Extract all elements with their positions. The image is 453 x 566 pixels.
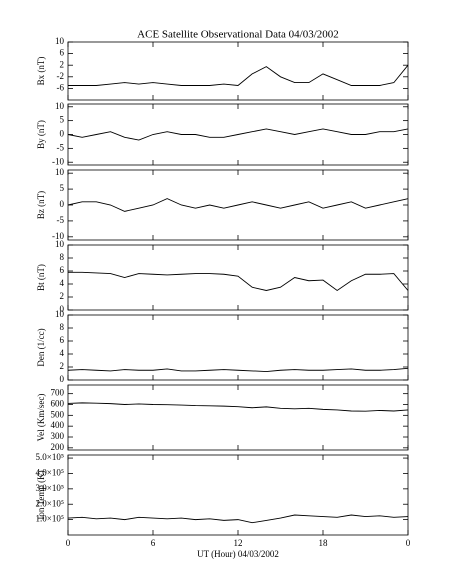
y-tick-label: 1.0×10⁵ xyxy=(36,514,64,524)
y-tick-label: 2 xyxy=(60,361,65,371)
data-line xyxy=(67,514,409,524)
data-line xyxy=(67,367,409,373)
x-tick-label: 6 xyxy=(151,538,156,548)
y-tick-label: 10 xyxy=(55,309,65,319)
y-tick-label: 200 xyxy=(51,442,65,452)
x-tick-label: 0 xyxy=(406,538,411,548)
y-tick-label: 0 xyxy=(60,374,65,384)
x-axis-label: UT (Hour) 04/03/2002 xyxy=(197,549,279,559)
y-tick-label: 10 xyxy=(55,101,65,111)
y-tick-label: 5 xyxy=(60,115,65,125)
panel-frame xyxy=(67,384,409,451)
y-tick-label: -10 xyxy=(52,231,64,241)
data-line xyxy=(67,128,409,141)
data-line xyxy=(68,64,409,86)
y-tick-label: -6 xyxy=(57,82,65,92)
y-tick-label: 8 xyxy=(60,252,65,262)
y-tick-label: 2 xyxy=(60,291,65,301)
y-tick-label: 10 xyxy=(55,36,65,46)
y-tick-label: -10 xyxy=(52,156,64,166)
y-tick-label: 2.0×10⁵ xyxy=(36,498,64,508)
y-tick-label: 600 xyxy=(51,399,65,409)
y-tick-label: 6 xyxy=(60,48,65,58)
y-tick-label: 10 xyxy=(55,167,65,177)
y-tick-label: 500 xyxy=(51,409,65,419)
panel-frame xyxy=(67,41,409,101)
x-tick-label: 0 xyxy=(66,538,71,548)
y-tick-label: 0 xyxy=(60,129,65,139)
y-axis-label: Bx (nT) xyxy=(36,57,46,86)
y-tick-label: 400 xyxy=(51,420,65,430)
y-axis-label: Bz (nT) xyxy=(36,191,46,219)
y-tick-label: 4 xyxy=(60,348,65,358)
y-axis-label: Den (1/cc) xyxy=(36,328,46,366)
y-axis-label: Vel (Km/sec) xyxy=(36,394,46,442)
y-tick-label: 3.0×10⁵ xyxy=(36,483,64,493)
y-tick-label: -2 xyxy=(57,71,65,81)
y-tick-label: 6 xyxy=(60,265,65,275)
y-tick-label: 4 xyxy=(60,278,65,288)
x-tick-label: 12 xyxy=(234,538,243,548)
y-tick-label: 0 xyxy=(60,199,65,209)
y-tick-label: 5.0×10⁵ xyxy=(36,452,64,462)
panel-frame xyxy=(67,454,409,536)
y-tick-label: 5 xyxy=(60,183,65,193)
y-axis-label: By (nT) xyxy=(36,120,46,149)
y-tick-label: 700 xyxy=(51,388,65,398)
data-line xyxy=(68,271,409,292)
y-tick-label: -5 xyxy=(57,142,65,152)
y-tick-label: 8 xyxy=(60,322,65,332)
data-line xyxy=(67,198,409,212)
panel-frame xyxy=(67,244,409,311)
y-tick-label: 6 xyxy=(60,335,65,345)
y-tick-label: 2 xyxy=(60,59,65,69)
y-axis-label: Ion Temp (K) xyxy=(36,470,46,519)
y-tick-label: 0 xyxy=(60,304,65,314)
y-axis-label: Bt (nT) xyxy=(36,264,46,291)
y-tick-label: -5 xyxy=(57,215,65,225)
data-line xyxy=(67,402,409,412)
y-tick-label: 10 xyxy=(55,239,65,249)
x-tick-label: 18 xyxy=(319,538,329,548)
y-tick-label: 4.0×10⁵ xyxy=(36,468,64,478)
y-tick-label: 300 xyxy=(51,431,65,441)
chart-title: ACE Satellite Observational Data 04/03/2… xyxy=(137,29,339,41)
